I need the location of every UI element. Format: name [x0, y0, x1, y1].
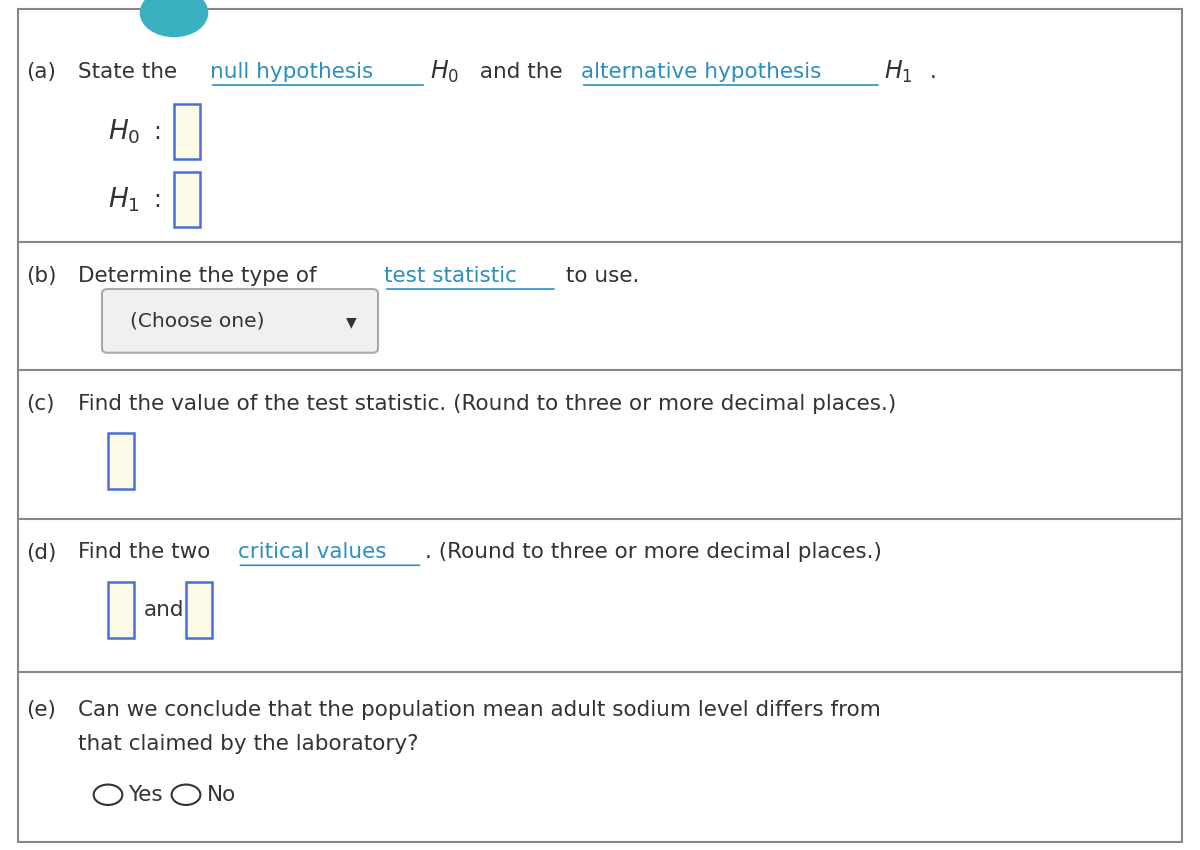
- Text: $H_1$: $H_1$: [884, 60, 913, 85]
- Text: Determine the type of: Determine the type of: [78, 266, 324, 286]
- Text: $H_0$: $H_0$: [430, 60, 458, 85]
- Text: and: and: [144, 600, 185, 620]
- Text: (Choose one): (Choose one): [130, 311, 264, 331]
- Text: alternative hypothesis: alternative hypothesis: [581, 62, 821, 82]
- Text: (d): (d): [26, 542, 56, 563]
- Text: $H_0$: $H_0$: [108, 117, 140, 146]
- Text: $H_1$: $H_1$: [108, 185, 140, 214]
- FancyBboxPatch shape: [174, 104, 200, 159]
- Text: :: :: [154, 120, 162, 144]
- Text: (c): (c): [26, 394, 55, 414]
- FancyBboxPatch shape: [108, 434, 134, 489]
- Text: ▼: ▼: [346, 315, 356, 330]
- Text: State the: State the: [78, 62, 184, 82]
- Text: :: :: [154, 188, 162, 212]
- Text: Find the value of the test statistic. (Round to three or more decimal places.): Find the value of the test statistic. (R…: [78, 394, 896, 414]
- Text: null hypothesis: null hypothesis: [210, 62, 373, 82]
- Text: No: No: [206, 785, 235, 805]
- FancyBboxPatch shape: [108, 582, 134, 638]
- Text: that claimed by the laboratory?: that claimed by the laboratory?: [78, 734, 419, 754]
- FancyBboxPatch shape: [186, 582, 212, 638]
- Text: test statistic: test statistic: [384, 266, 517, 286]
- Text: and the: and the: [473, 62, 569, 82]
- Text: . (Round to three or more decimal places.): . (Round to three or more decimal places…: [425, 542, 882, 563]
- Text: (b): (b): [26, 266, 56, 286]
- Text: critical values: critical values: [238, 542, 386, 563]
- Text: .: .: [930, 62, 937, 82]
- FancyBboxPatch shape: [102, 289, 378, 353]
- FancyBboxPatch shape: [18, 8, 1182, 842]
- Circle shape: [140, 0, 208, 37]
- Text: Can we conclude that the population mean adult sodium level differs from: Can we conclude that the population mean…: [78, 700, 881, 720]
- Text: (e): (e): [26, 700, 56, 720]
- Text: Find the two: Find the two: [78, 542, 217, 563]
- FancyBboxPatch shape: [174, 172, 200, 227]
- Text: to use.: to use.: [559, 266, 640, 286]
- Text: Yes: Yes: [128, 785, 163, 805]
- Text: (a): (a): [26, 62, 56, 82]
